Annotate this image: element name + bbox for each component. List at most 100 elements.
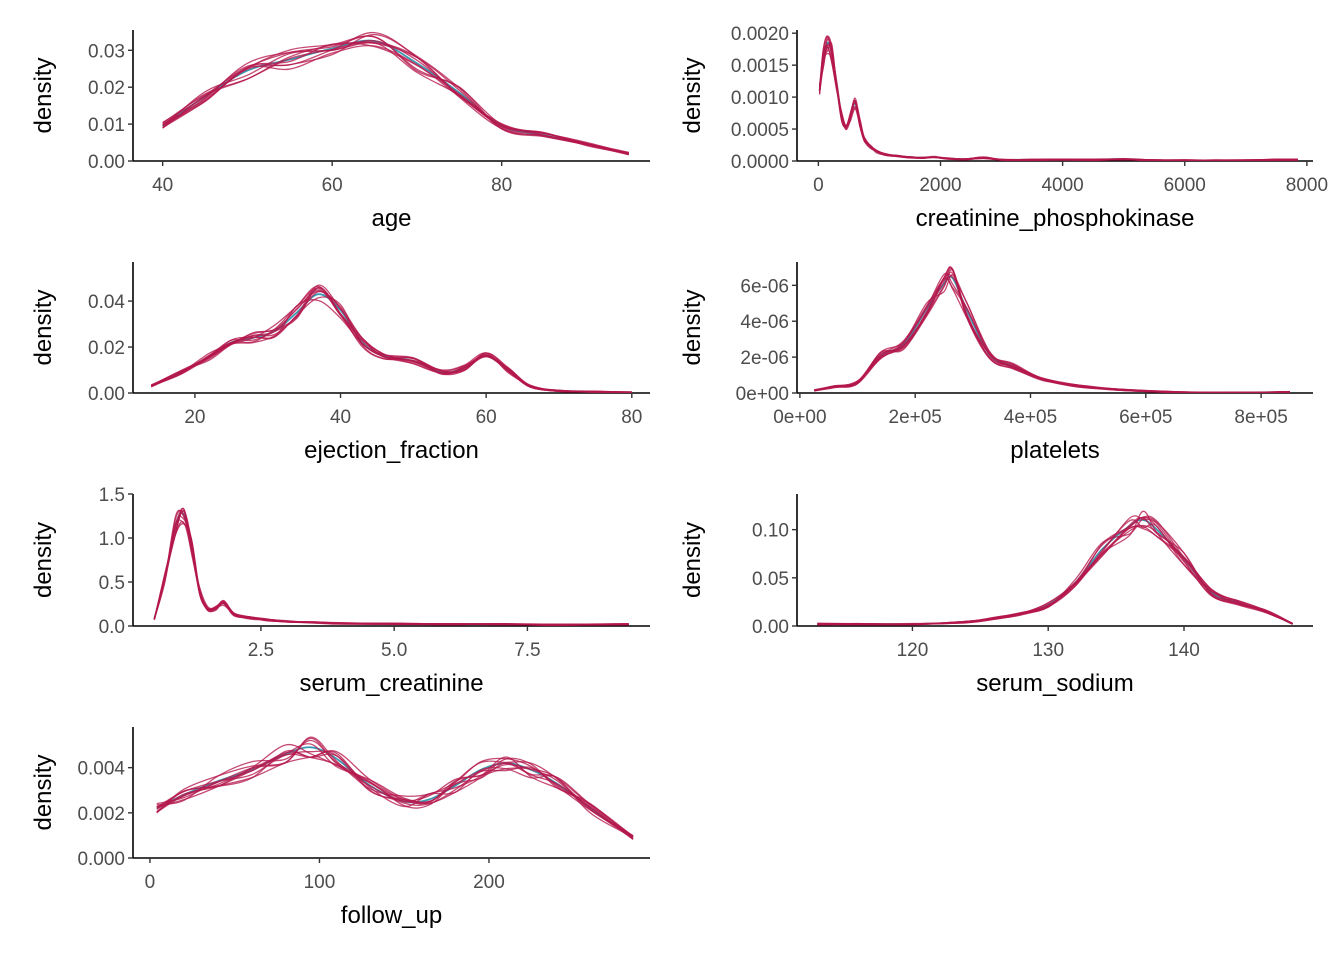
y-tick-label: 0.00 [88, 384, 125, 405]
imputed-density-line [153, 519, 629, 625]
imputed-density-line [814, 271, 1290, 393]
imputed-density-line [162, 41, 629, 154]
panel-platelets: 0e+00 2e-06 4e-06 6e-06 0e+00 2e+05 4e+05 6e+05… [679, 262, 1313, 464]
imputed-density-line [814, 277, 1290, 393]
y-tick-label: 1.0 [99, 529, 125, 550]
density-lines [150, 284, 632, 393]
imputed-density-line [817, 524, 1293, 626]
y-axis-title: density [679, 289, 706, 365]
y-tick-label: 0.0005 [731, 120, 789, 141]
density-lines [818, 35, 1298, 161]
imputed-density-line [153, 523, 629, 626]
imputed-density-line [818, 46, 1298, 161]
y-tick-label: 0.0000 [731, 152, 789, 173]
imputed-density-line [814, 273, 1290, 393]
x-tick-label: 6e+05 [1119, 407, 1172, 428]
y-axis-title: density [30, 57, 57, 133]
imputed-density-line [150, 285, 632, 393]
imputed-density-line [814, 266, 1290, 393]
y-axis-title: density [679, 522, 706, 598]
imputed-density-line [817, 510, 1293, 626]
density-lines [162, 31, 630, 156]
panel-serum_creatinine: 0.0 0.5 1.0 1.5 2.5 5.0 7.5 serum_creatinine den… [30, 485, 650, 697]
imputed-density-line [817, 515, 1293, 626]
observed-density-line [814, 275, 1290, 393]
density-lines [153, 507, 629, 626]
x-tick-label: 2e+05 [889, 407, 942, 428]
y-tick-label: 0.01 [88, 115, 125, 136]
observed-density-line [817, 518, 1294, 626]
panel-follow_up: 0.000 0.002 0.004 0 100 200 follow_up density [30, 727, 650, 929]
y-tick-label: 0.0010 [731, 88, 789, 109]
x-tick-label: 8000 [1286, 175, 1328, 196]
x-tick-label: 140 [1168, 640, 1200, 661]
y-tick-label: 0.00 [752, 617, 789, 638]
density-lines [817, 510, 1294, 626]
y-tick-label: 0.0020 [731, 24, 789, 45]
x-tick-label: 0e+00 [773, 407, 826, 428]
imputed-density-line [818, 35, 1298, 161]
imputed-density-line [814, 272, 1290, 393]
imputed-density-line [817, 516, 1293, 626]
imputed-density-line [817, 525, 1293, 626]
y-axis-title: density [30, 522, 57, 598]
imputed-density-line [153, 507, 629, 626]
imputed-density-line [818, 41, 1298, 161]
y-tick-label: 0.000 [77, 849, 125, 870]
x-tick-label: 7.5 [514, 640, 540, 661]
x-tick-label: 0 [145, 872, 156, 893]
y-tick-label: 0.0 [99, 617, 125, 638]
x-axis-title: age [371, 205, 411, 232]
panel-creatinine_phosphokinase: 0.0000 0.0005 0.0010 0.0015 0.0020 0 2000 4000 6… [679, 24, 1328, 232]
x-tick-label: 60 [322, 175, 343, 196]
y-tick-label: 0.10 [752, 521, 789, 542]
observed-density-line [153, 511, 629, 626]
x-tick-label: 120 [897, 640, 929, 661]
x-tick-label: 8e+05 [1234, 407, 1287, 428]
imputed-density-line [153, 509, 629, 626]
imputed-density-line [156, 750, 634, 837]
y-axis-title: density [679, 57, 706, 133]
panel-ejection_fraction: 0.00 0.02 0.04 20 40 60 80 ejection_fraction den… [30, 262, 650, 464]
x-axis-title: follow_up [341, 902, 442, 929]
x-tick-label: 80 [491, 175, 512, 196]
observed-density-line [818, 41, 1298, 161]
x-tick-label: 4000 [1041, 175, 1083, 196]
x-tick-label: 40 [330, 407, 351, 428]
x-tick-label: 60 [476, 407, 497, 428]
x-axis-title: creatinine_phosphokinase [916, 205, 1195, 232]
imputed-density-line [150, 287, 632, 393]
imputed-density-line [818, 43, 1298, 161]
imputed-density-line [817, 515, 1293, 626]
imputed-density-line [818, 37, 1298, 161]
y-tick-label: 2e-06 [740, 348, 789, 369]
y-tick-label: 1.5 [99, 485, 125, 506]
y-tick-label: 0.03 [88, 41, 125, 62]
imputed-density-line [814, 278, 1290, 393]
imputed-density-line [150, 284, 632, 393]
x-tick-label: 130 [1032, 640, 1064, 661]
imputed-density-line [818, 38, 1298, 161]
y-tick-label: 0.02 [88, 78, 125, 99]
x-tick-label: 40 [152, 175, 173, 196]
imputed-density-line [818, 43, 1298, 161]
imputed-density-line [150, 289, 632, 393]
x-axis-title: ejection_fraction [304, 437, 479, 464]
x-tick-label: 20 [184, 407, 205, 428]
imputed-density-line [814, 274, 1290, 393]
y-tick-label: 0.02 [88, 338, 125, 359]
density-lines [814, 266, 1290, 393]
y-tick-label: 0.04 [88, 292, 125, 313]
observed-density-line [150, 293, 632, 393]
imputed-density-line [814, 266, 1290, 393]
imputed-density-line [817, 525, 1293, 626]
imputed-density-line [150, 286, 632, 393]
panel-age: 0.00 0.01 0.02 0.03 40 60 80 age density [30, 30, 650, 232]
x-tick-label: 2000 [919, 175, 961, 196]
y-tick-label: 0.004 [77, 759, 125, 780]
imputed-density-line [153, 521, 629, 626]
y-tick-label: 0e+00 [736, 384, 789, 405]
imputed-density-line [814, 269, 1290, 393]
y-tick-label: 0.00 [88, 152, 125, 173]
